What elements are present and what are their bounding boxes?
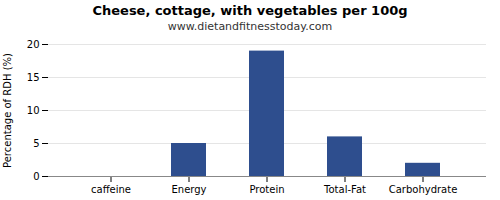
html-text:www.dietandfitnesstoday.com: www.dietandfitnesstoday.com (167, 20, 333, 33)
html-text:Cheese, cottage, with vegetabl: Cheese, cottage, with vegetables per 100… (92, 3, 408, 18)
svg-text:caffeine: caffeine (91, 184, 131, 195)
svg-text:Percentage of RDH (%): Percentage of RDH (%) (2, 53, 13, 168)
svg-text:10: 10 (27, 105, 40, 116)
svg-text:Total-Fat: Total-Fat (323, 184, 366, 195)
svg-text:5: 5 (33, 138, 39, 149)
svg-text:0: 0 (33, 171, 39, 182)
svg-text:Energy: Energy (171, 184, 206, 195)
svg-text:15: 15 (27, 72, 40, 83)
svg-text:20: 20 (27, 39, 40, 50)
svg-text:Protein: Protein (249, 184, 284, 195)
svg-text:Carbohydrate: Carbohydrate (389, 184, 458, 195)
